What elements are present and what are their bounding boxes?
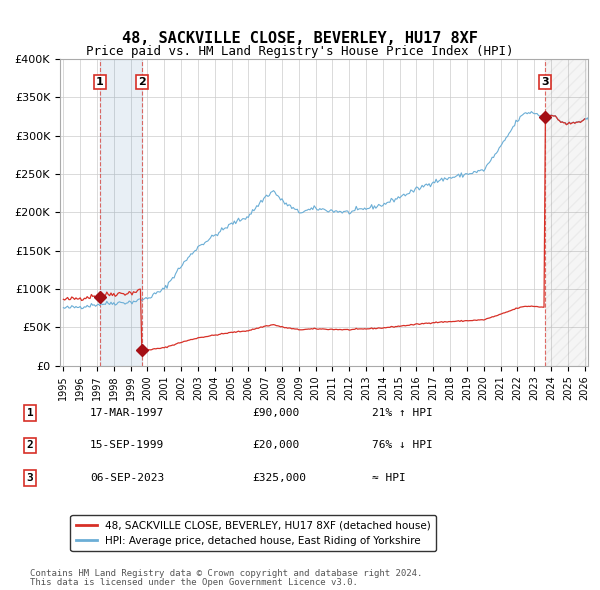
Text: 3: 3 [542,77,549,87]
Text: Contains HM Land Registry data © Crown copyright and database right 2024.: Contains HM Land Registry data © Crown c… [30,569,422,578]
Text: 06-SEP-2023: 06-SEP-2023 [90,473,164,483]
Bar [100,59,142,366]
Text: Price paid vs. HM Land Registry's House Price Index (HPI): Price paid vs. HM Land Registry's House … [86,45,514,58]
Text: 1: 1 [26,408,34,418]
Text: 76% ↓ HPI: 76% ↓ HPI [372,441,433,450]
Text: 15-SEP-1999: 15-SEP-1999 [90,441,164,450]
Text: 17-MAR-1997: 17-MAR-1997 [90,408,164,418]
Text: 48, SACKVILLE CLOSE, BEVERLEY, HU17 8XF: 48, SACKVILLE CLOSE, BEVERLEY, HU17 8XF [122,31,478,46]
Text: 21% ↑ HPI: 21% ↑ HPI [372,408,433,418]
Text: £20,000: £20,000 [252,441,299,450]
Text: £90,000: £90,000 [252,408,299,418]
Text: 3: 3 [26,473,34,483]
Text: This data is licensed under the Open Government Licence v3.0.: This data is licensed under the Open Gov… [30,578,358,588]
Text: 2: 2 [138,77,146,87]
Bar [545,59,586,366]
Text: 1: 1 [96,77,104,87]
Text: £325,000: £325,000 [252,473,306,483]
Text: 2: 2 [26,441,34,450]
Legend: 48, SACKVILLE CLOSE, BEVERLEY, HU17 8XF (detached house), HPI: Average price, de: 48, SACKVILLE CLOSE, BEVERLEY, HU17 8XF … [70,515,436,551]
Text: ≈ HPI: ≈ HPI [372,473,406,483]
